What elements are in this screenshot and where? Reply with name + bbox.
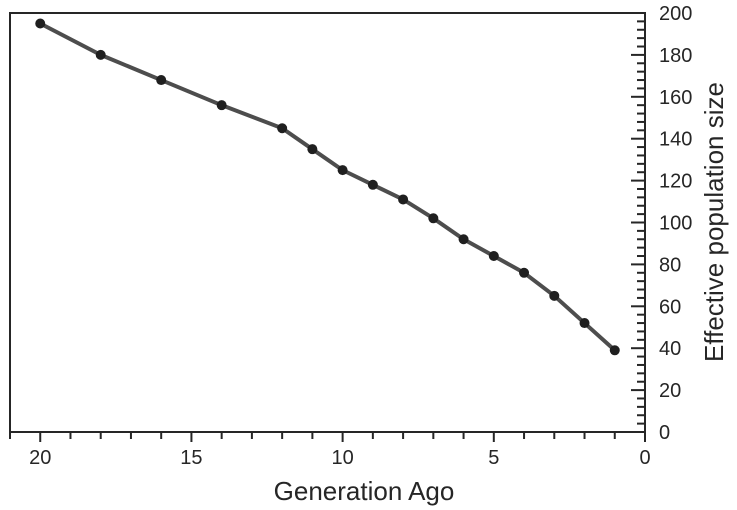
data-point bbox=[428, 213, 439, 224]
y-tick-label: 200 bbox=[659, 3, 692, 25]
data-point bbox=[35, 18, 46, 29]
y-tick-label: 40 bbox=[659, 338, 681, 360]
x-axis-title: Generation Ago bbox=[274, 476, 455, 506]
data-point bbox=[549, 290, 560, 301]
x-tick-label: 20 bbox=[29, 447, 51, 469]
data-point bbox=[307, 144, 318, 155]
x-tick-label: 5 bbox=[488, 447, 499, 469]
y-tick-label: 20 bbox=[659, 380, 681, 402]
series-line bbox=[38, 21, 617, 353]
data-point bbox=[367, 179, 378, 190]
y-tick-label: 180 bbox=[659, 45, 692, 67]
data-point bbox=[277, 123, 288, 134]
y-tick-label: 140 bbox=[659, 129, 692, 151]
y-tick-label: 120 bbox=[659, 171, 692, 193]
x-tick-label: 15 bbox=[180, 447, 202, 469]
data-point bbox=[156, 75, 167, 86]
data-point bbox=[609, 345, 620, 356]
data-point bbox=[519, 267, 530, 278]
plot-border bbox=[9, 12, 646, 433]
data-point bbox=[95, 49, 106, 60]
y-tick-label: 60 bbox=[659, 296, 681, 318]
data-point bbox=[579, 318, 590, 329]
data-point bbox=[398, 194, 409, 205]
data-point bbox=[458, 234, 469, 245]
x-tick-label: 0 bbox=[639, 447, 650, 469]
y-tick-label: 0 bbox=[659, 422, 670, 444]
data-point bbox=[216, 100, 227, 111]
y-axis-title: Effective population size bbox=[699, 82, 729, 362]
y-tick-label: 80 bbox=[659, 254, 681, 276]
data-point bbox=[337, 165, 348, 176]
data-point bbox=[488, 251, 499, 262]
y-tick-label: 100 bbox=[659, 213, 692, 235]
x-tick-label: 10 bbox=[331, 447, 353, 469]
y-tick-label: 160 bbox=[659, 87, 692, 109]
